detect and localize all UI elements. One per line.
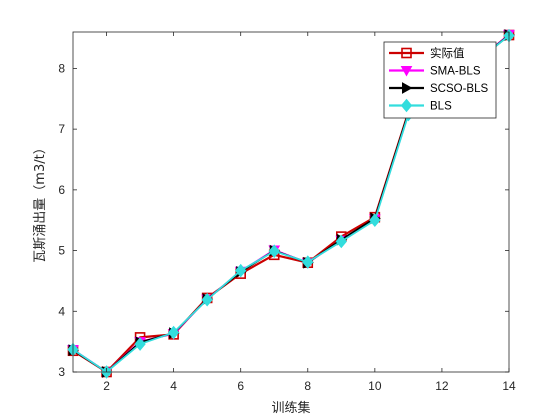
y-tick-label: 4 [58,304,65,318]
x-tick-label: 4 [170,379,177,393]
data-point [235,263,247,278]
legend-item: SCSO-BLS [389,82,488,95]
legend: 实际值 SMA-BLS SCSO-BLS BLS [383,41,497,119]
legend-marker [400,66,413,77]
x-tick-label: 12 [435,379,449,393]
legend-label: 实际值 [430,46,465,60]
legend-item: BLS [389,98,452,113]
x-tick-label: 14 [502,379,516,393]
legend-marker [400,98,413,113]
y-tick-label: 3 [58,365,65,379]
y-axis-label: 瓦斯涌出量（m3/t） [33,141,48,262]
y-tick-label: 8 [58,61,65,75]
data-point [335,234,347,249]
legend-marker [401,47,412,59]
x-tick-label: 10 [368,379,382,393]
y-tick-label: 6 [58,183,65,197]
legend-label: SCSO-BLS [430,83,488,95]
legend-item: 实际值 [389,46,465,60]
legend-label: BLS [430,101,452,113]
x-axis-label: 训练集 [271,400,310,416]
y-tick-label: 5 [58,244,65,258]
legend-item: SMA-BLS [389,66,481,78]
x-tick-label: 6 [237,379,244,393]
legend-marker [402,82,413,94]
axes-layer: 2 4 6 8 10 12 14 3 4 5 6 7 8 [58,31,516,393]
data-point [369,213,381,227]
data-point [302,255,314,269]
legend-label: SMA-BLS [430,66,481,78]
x-tick-label: 2 [103,379,110,393]
plot-frame [72,31,510,373]
data-point [268,244,280,258]
y-tick-label: 7 [58,122,65,136]
x-tick-label: 8 [304,379,311,393]
data-point [201,292,213,307]
data-point [134,337,146,351]
data-point [167,325,180,340]
